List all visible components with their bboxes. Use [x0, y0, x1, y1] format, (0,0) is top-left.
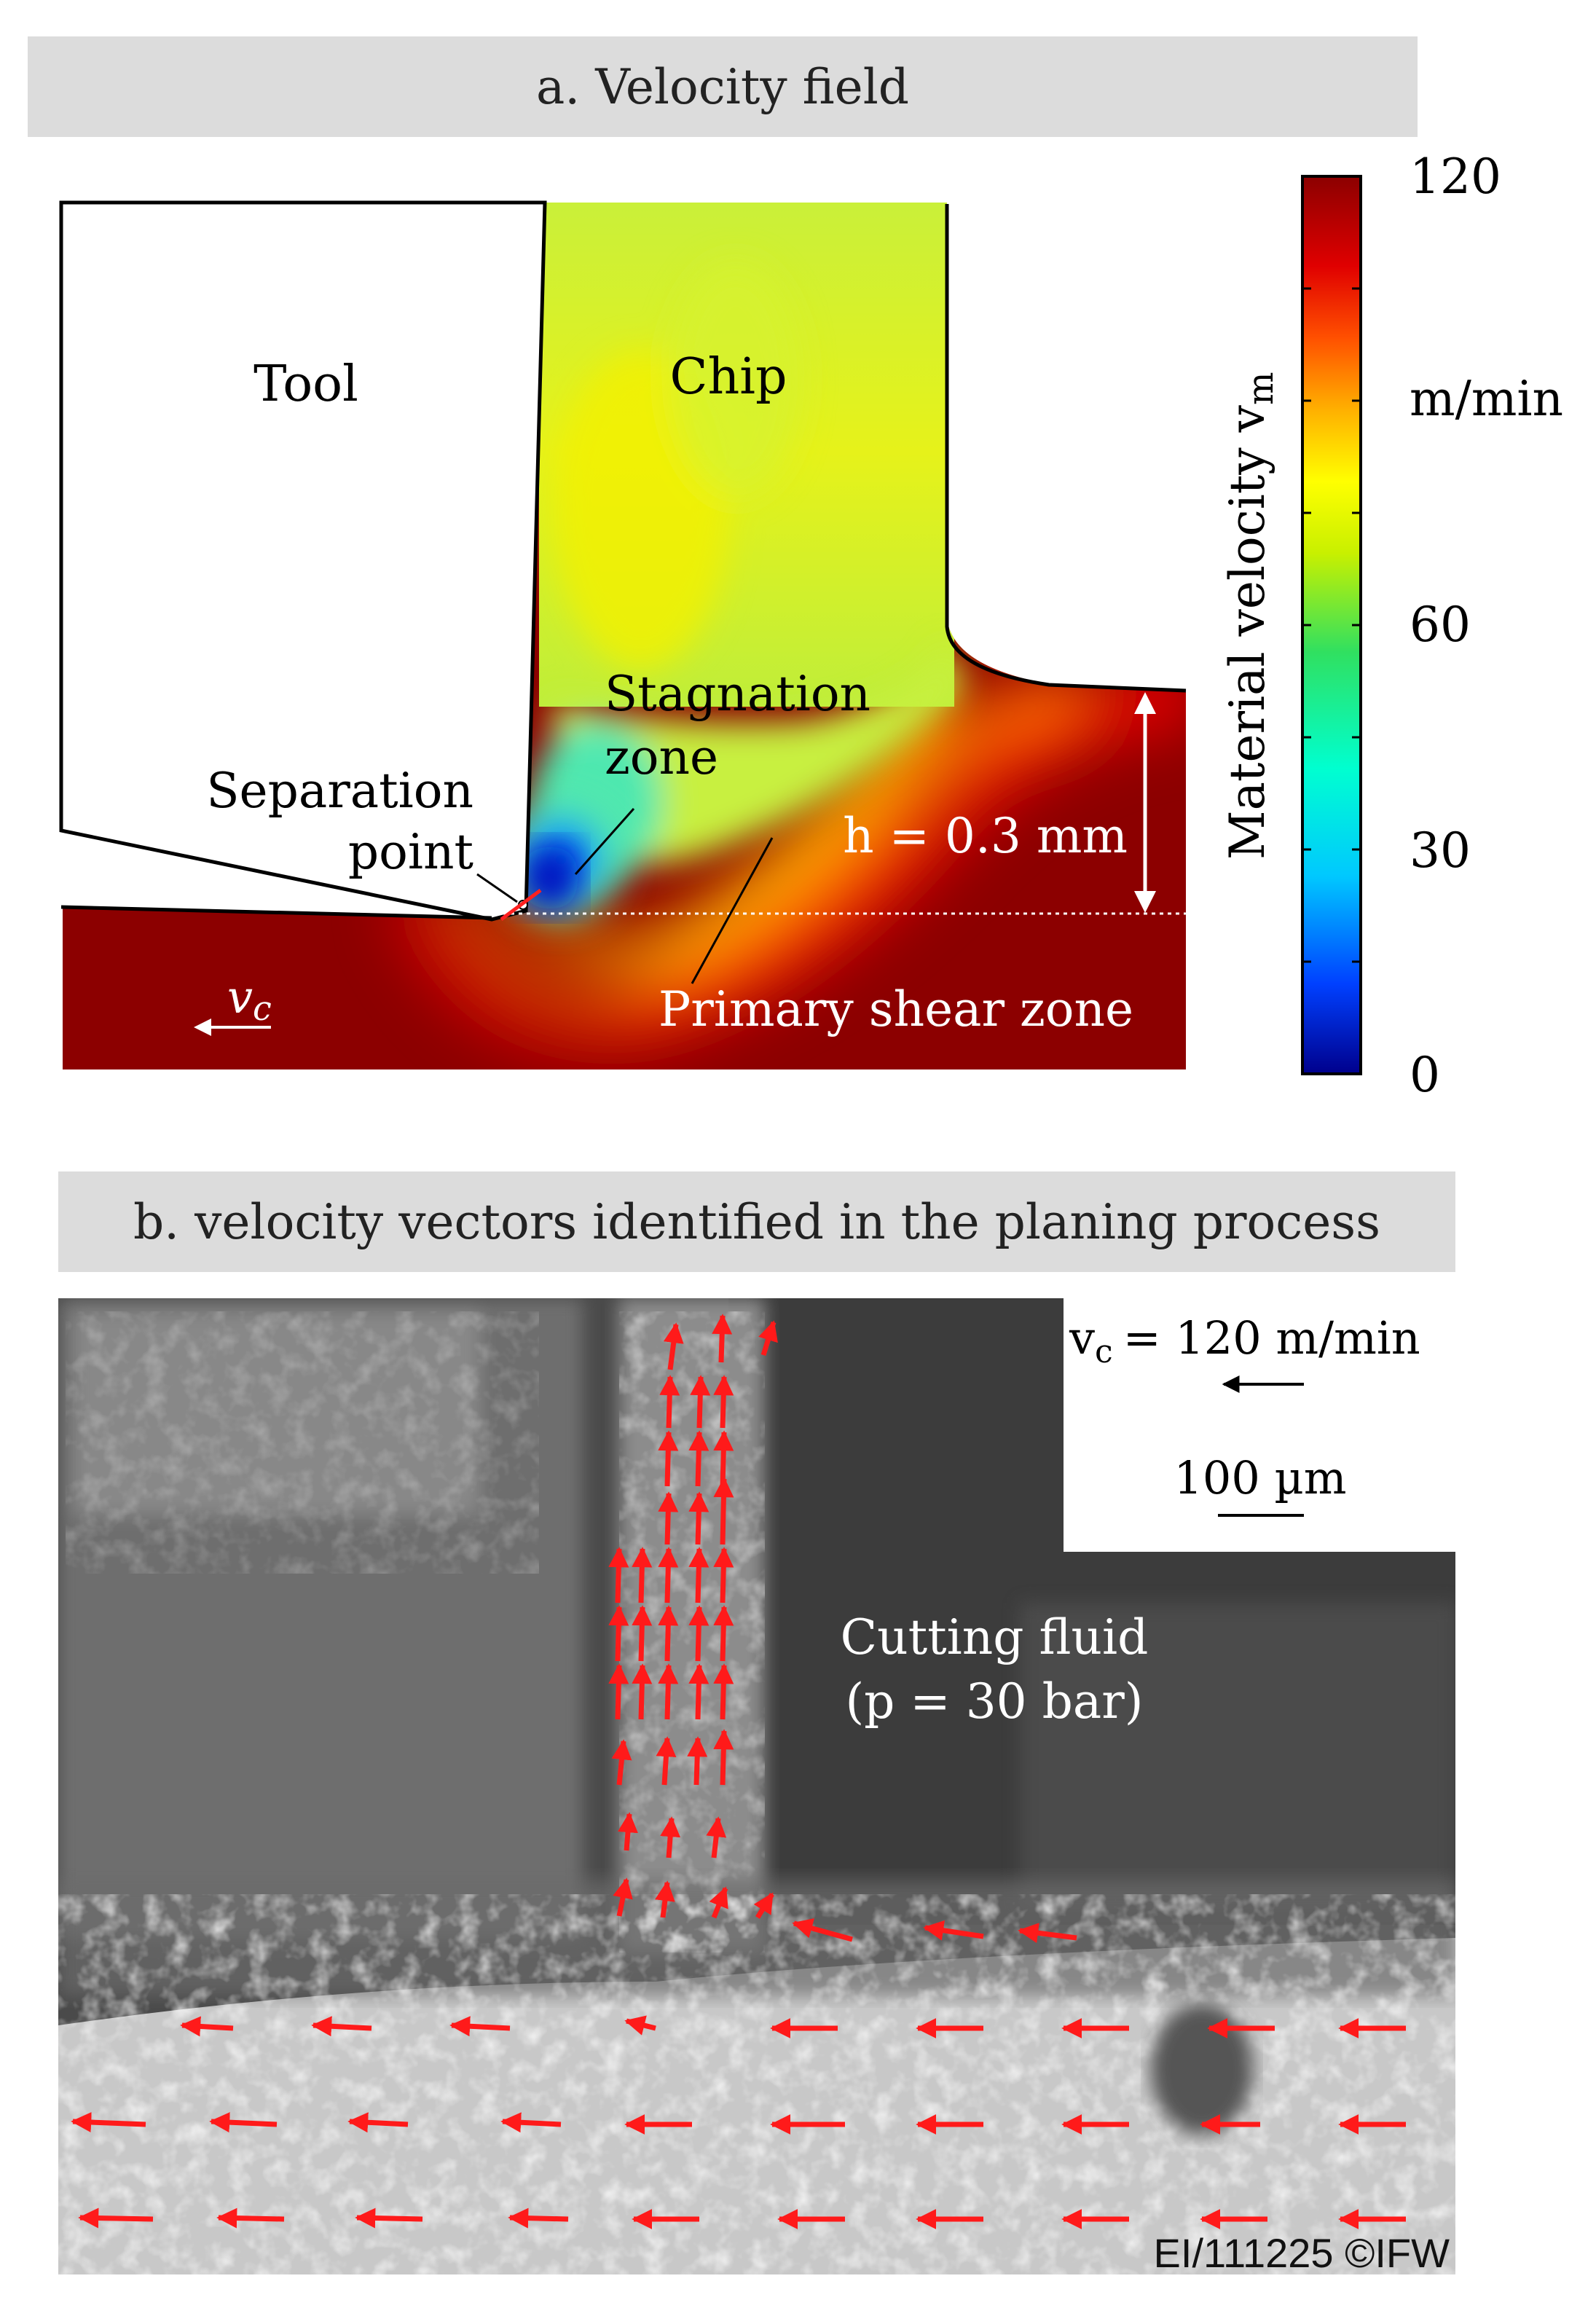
- stagnation-label-2: zone: [605, 729, 718, 785]
- vector: [758, 1320, 778, 1357]
- vector: [753, 1892, 774, 1919]
- vector: [688, 1491, 709, 1545]
- velocity-vectors: [71, 1314, 1406, 2229]
- separation-label-1: Separation: [206, 763, 473, 819]
- panel-a-title: a. Velocity field: [28, 36, 1418, 137]
- vector: [663, 1322, 684, 1370]
- thickness-label: h = 0.3 mm: [843, 808, 1128, 864]
- vector: [347, 2112, 409, 2133]
- vector: [656, 1736, 677, 1786]
- vector: [1018, 1923, 1077, 1944]
- vector: [712, 1314, 733, 1363]
- vc-label: vc: [227, 970, 272, 1028]
- vector: [209, 2112, 278, 2133]
- primary-shear-label: Primary shear zone: [659, 981, 1133, 1037]
- vector: [613, 1877, 633, 1917]
- tool-label: Tool: [253, 356, 358, 413]
- colorbar-tick-120: 120: [1410, 149, 1501, 205]
- vector: [660, 1816, 681, 1858]
- vector: [658, 1547, 679, 1604]
- vector: [792, 1918, 853, 1942]
- vector: [713, 1430, 734, 1487]
- colorbar-tick-60: 60: [1410, 597, 1471, 653]
- panel-b-title-text: b. velocity vectors identified in the pl…: [133, 1193, 1381, 1250]
- vector: [632, 1605, 653, 1662]
- colorbar-tick-0: 0: [1410, 1047, 1440, 1103]
- colorbar-unit: m/min: [1410, 371, 1563, 427]
- cutting-fluid-label-1: Cutting fluid: [841, 1609, 1149, 1665]
- chip-label: Chip: [669, 348, 787, 406]
- vector: [180, 2016, 234, 2037]
- stagnation-label-1: Stagnation: [605, 666, 870, 722]
- vector: [658, 1491, 679, 1545]
- vector: [713, 1477, 734, 1545]
- vector: [500, 2112, 562, 2133]
- vector: [706, 1816, 727, 1858]
- vector: [632, 1663, 653, 1720]
- cutting-velocity-indicator: vc: [194, 970, 272, 1036]
- vector: [688, 1430, 709, 1487]
- cutting-fluid-label-2: (p = 30 bar): [845, 1673, 1143, 1730]
- vector: [608, 1663, 629, 1720]
- vector: [611, 1739, 632, 1786]
- separation-label-2: point: [348, 824, 473, 880]
- vector: [713, 1605, 734, 1662]
- vector: [618, 1812, 638, 1851]
- panel-b-title: b. velocity vectors identified in the pl…: [58, 1171, 1455, 1272]
- stagnation-leader: [574, 808, 635, 875]
- vector: [658, 1663, 679, 1720]
- vector: [690, 1375, 711, 1429]
- panel-a-title-text: a. Velocity field: [535, 58, 910, 115]
- copyright-label: EI/111225 ©IFW: [1154, 2230, 1450, 2276]
- vector: [608, 1605, 629, 1662]
- vector: [216, 2207, 285, 2229]
- vector: [658, 1430, 679, 1487]
- vector: [687, 1736, 708, 1786]
- vc-value-label: vc = 120 m/min: [1069, 1311, 1420, 1370]
- vector: [71, 2112, 146, 2132]
- vector: [713, 1375, 734, 1429]
- vector: [311, 2016, 372, 2037]
- vector: [608, 1547, 629, 1604]
- vector: [713, 1663, 734, 1720]
- vector: [355, 2207, 423, 2229]
- vector: [713, 1547, 734, 1604]
- scale-bar-label: 100 µm: [1174, 1451, 1346, 1504]
- chip-outline: [945, 204, 1187, 693]
- vector: [624, 2015, 656, 2036]
- separation-red-marker: [500, 888, 542, 922]
- colorbar-tick-30: 30: [1410, 823, 1471, 879]
- shear-zone-leader: [691, 837, 774, 984]
- vector: [632, 1547, 653, 1604]
- vector: [688, 1605, 709, 1662]
- vector: [688, 1663, 709, 1720]
- vector: [659, 1375, 680, 1429]
- vector: [508, 2207, 569, 2229]
- vector: [78, 2207, 154, 2229]
- velocity-field-diagram: Tool Chip Stagnation zone Separation poi…: [59, 149, 1563, 1103]
- vector: [449, 2016, 511, 2037]
- vector: [654, 1880, 675, 1918]
- legend-box: [1064, 1298, 1455, 1552]
- colorbar-ticks: [1302, 287, 1361, 963]
- separation-leader: [476, 873, 518, 903]
- vector: [709, 1886, 728, 1919]
- vector: [658, 1605, 679, 1662]
- vector: [923, 1920, 984, 1941]
- colorbar-axis-label: Material velocity vm: [1219, 372, 1281, 860]
- vector: [688, 1547, 709, 1604]
- vector: [713, 1729, 734, 1786]
